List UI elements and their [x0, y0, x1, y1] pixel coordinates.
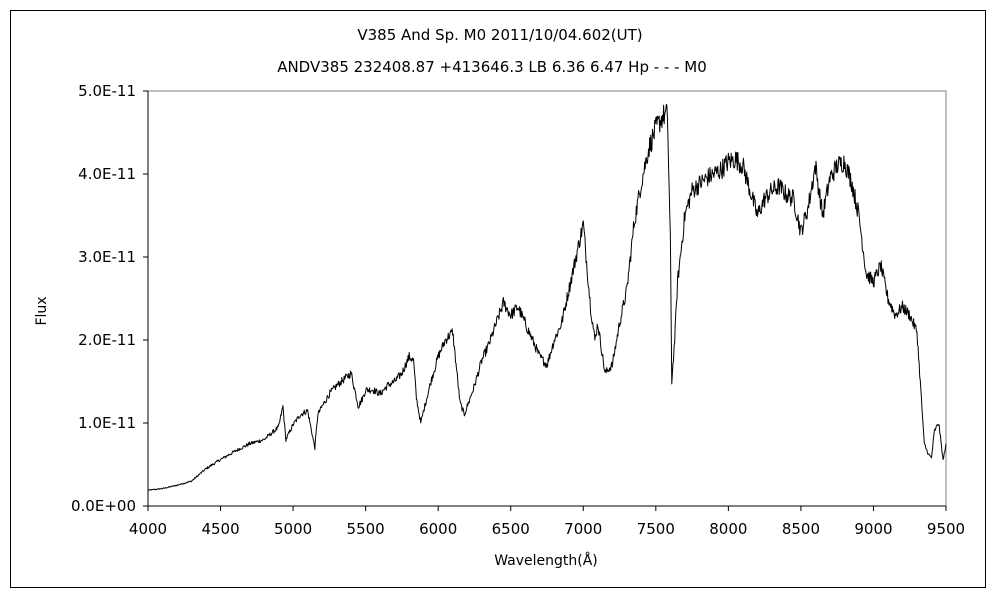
x-tick-label: 7500 — [637, 520, 675, 538]
x-axis-label: Wavelength(Å) — [494, 552, 598, 569]
y-tick-label: 5.0E-11 — [78, 82, 136, 100]
x-tick-label: 7000 — [564, 520, 602, 538]
plot-area — [147, 90, 947, 507]
spectrum-line — [147, 103, 947, 491]
x-tick-label: 9500 — [927, 520, 965, 538]
chart-title: V385 And Sp. M0 2011/10/04.602(UT) — [357, 26, 642, 44]
x-tick-label: 5000 — [274, 520, 312, 538]
y-tick-label: 3.0E-11 — [78, 248, 136, 266]
x-tick-label: 8500 — [782, 520, 820, 538]
x-tick-label: 8000 — [709, 520, 747, 538]
y-tick-label: 4.0E-11 — [78, 165, 136, 183]
x-tick-label: 4500 — [201, 520, 239, 538]
series-layer — [147, 103, 947, 491]
x-tick-label: 9000 — [854, 520, 892, 538]
y-tick-label: 2.0E-11 — [78, 331, 136, 349]
y-tick-label: 0.0E+00 — [71, 497, 136, 515]
x-tick-label: 6000 — [419, 520, 457, 538]
y-tick-label: 1.0E-11 — [78, 414, 136, 432]
x-tick-label: 5500 — [347, 520, 385, 538]
x-tick-label: 4000 — [129, 520, 167, 538]
chart-subtitle: ANDV385 232408.87 +413646.3 LB 6.36 6.47… — [277, 58, 707, 76]
axis-ticks: 4000 4500 5000 5500 6000 6500 7000 7500 8000 8500… — [71, 82, 965, 538]
x-tick-label: 6500 — [492, 520, 530, 538]
y-axis-label: Flux — [34, 296, 50, 325]
